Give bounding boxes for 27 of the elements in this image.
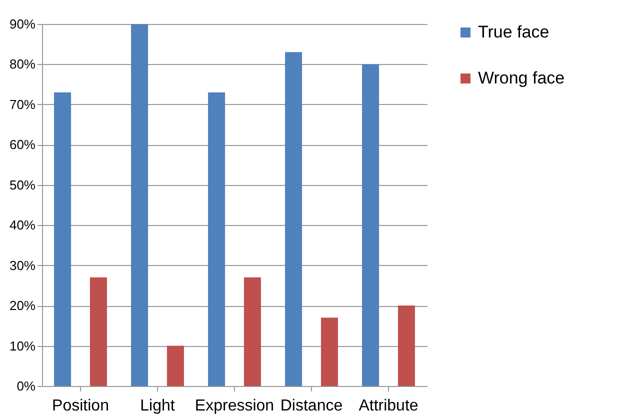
x-tick-label: Attribute xyxy=(358,398,418,414)
bar xyxy=(244,277,261,386)
y-tick-label: 70% xyxy=(9,96,36,112)
bar xyxy=(166,346,184,386)
bar xyxy=(285,52,302,386)
y-tick-label: 90% xyxy=(9,16,36,32)
bar xyxy=(362,64,380,386)
bar xyxy=(398,306,415,386)
legend-label: True face xyxy=(478,22,550,42)
bar xyxy=(320,318,338,386)
y-tick-label: 50% xyxy=(9,177,36,192)
x-tick-label: Light xyxy=(140,398,176,414)
y-tick-label: 80% xyxy=(9,56,36,72)
y-tick-label: 30% xyxy=(9,258,36,273)
bar xyxy=(208,92,226,386)
y-tick-label: 10% xyxy=(9,338,36,354)
x-tick-label: Expression xyxy=(194,398,274,414)
x-tick-label: Position xyxy=(52,398,109,414)
bar xyxy=(131,24,148,386)
x-tick-label: Distance xyxy=(280,398,343,414)
bar xyxy=(90,277,107,386)
y-tick-label: 0% xyxy=(16,378,36,394)
bar xyxy=(54,92,72,386)
legend-label: Wrong face xyxy=(478,68,565,88)
y-tick-label: 20% xyxy=(9,298,36,314)
y-tick-label: 40% xyxy=(9,218,36,233)
y-tick-label: 60% xyxy=(9,137,36,152)
